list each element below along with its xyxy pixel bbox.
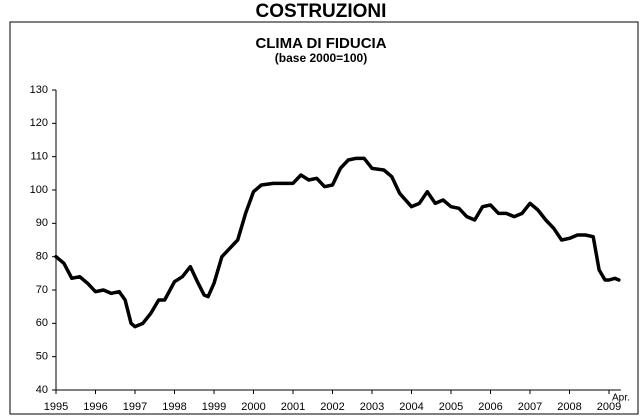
y-tick-label: 110 bbox=[30, 151, 48, 163]
x-tick-label: 2006 bbox=[478, 401, 502, 413]
frame bbox=[9, 21, 639, 415]
annotation: Apr. bbox=[612, 393, 630, 404]
y-tick-label: 120 bbox=[30, 117, 48, 129]
x-tick-label: 2003 bbox=[360, 401, 384, 413]
data-line bbox=[54, 156, 621, 329]
y-tick-label: 70 bbox=[36, 284, 48, 296]
x-tick-label: 2004 bbox=[399, 401, 423, 413]
x-tick-label: 2007 bbox=[518, 401, 542, 413]
x-tick-label: 2005 bbox=[439, 401, 463, 413]
x-tick-label: 1999 bbox=[202, 401, 226, 413]
y-tick-label: 100 bbox=[30, 184, 48, 196]
chart-subtitle: CLIMA DI FIDUCIA bbox=[255, 35, 386, 52]
chart-title: COSTRUZIONI bbox=[256, 1, 387, 22]
x-tick-label: 2001 bbox=[281, 401, 305, 413]
y-tick-label: 40 bbox=[36, 384, 48, 396]
y-tick-label: 60 bbox=[36, 317, 48, 329]
x-tick-label: 1995 bbox=[44, 401, 68, 413]
y-tick-label: 80 bbox=[36, 251, 48, 263]
x-tick-label: 1998 bbox=[162, 401, 186, 413]
x-tick-label: 2009 bbox=[597, 401, 621, 413]
y-tick-label: 50 bbox=[36, 351, 48, 363]
x-tick-label: 2000 bbox=[241, 401, 265, 413]
y-tick-label: 130 bbox=[30, 84, 48, 96]
chart-note: (base 2000=100) bbox=[275, 51, 367, 65]
x-tick-label: 1996 bbox=[83, 401, 107, 413]
x-tick-label: 1997 bbox=[123, 401, 147, 413]
y-tick-label: 90 bbox=[36, 217, 48, 229]
x-tick-label: 2008 bbox=[557, 401, 581, 413]
x-tick-label: 2002 bbox=[320, 401, 344, 413]
